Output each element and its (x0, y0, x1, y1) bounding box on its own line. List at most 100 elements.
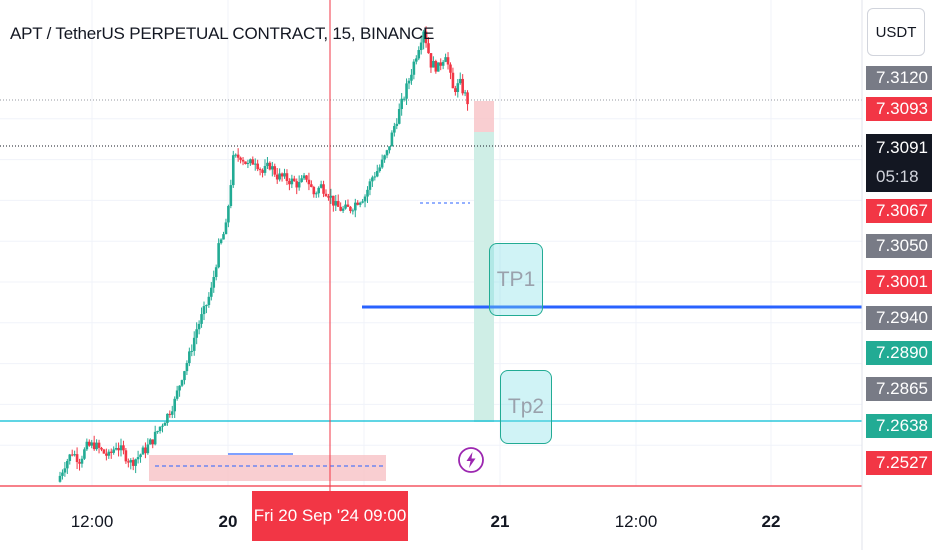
candle-body (75, 454, 79, 463)
candle-body (436, 62, 440, 72)
candle-body (188, 351, 191, 364)
candle-body (68, 454, 72, 461)
candle-body (402, 98, 406, 100)
candle-body (195, 329, 198, 338)
price-label-countdown: 05:18 (866, 162, 932, 192)
candle-body (83, 449, 86, 459)
price-label-green: 7.2890 (866, 341, 932, 365)
candle-body (156, 431, 159, 433)
candle-body (451, 72, 455, 89)
candle-body (73, 454, 76, 456)
candle-body (107, 451, 111, 456)
candle-body (278, 173, 281, 180)
candle-body (200, 314, 203, 324)
tp1-annotation[interactable]: TP1 (489, 243, 543, 316)
candle-body (148, 439, 152, 445)
time-label-21: 21 (490, 512, 510, 531)
candle-body (400, 98, 403, 110)
candle-body (417, 50, 421, 59)
candle-body (153, 431, 157, 445)
pink-range-box (149, 455, 386, 481)
candle-body (146, 444, 150, 454)
candle-body (214, 267, 218, 278)
time-label-20: 20 (218, 512, 238, 531)
candle-body (310, 184, 313, 187)
candle-body (263, 166, 267, 173)
candle-body (344, 204, 347, 209)
candle-body (258, 169, 262, 171)
candle-body (217, 243, 220, 268)
candle-body (185, 363, 189, 372)
candle-body (319, 184, 323, 188)
candle-body (346, 204, 350, 207)
candle-body (241, 159, 245, 162)
flash-icon[interactable] (457, 446, 485, 474)
candle-body (109, 451, 113, 453)
target-zone (474, 132, 494, 422)
candle-body (163, 422, 167, 426)
candle-body (205, 305, 208, 307)
price-label-red: 7.3001 (866, 270, 932, 294)
candle-body (358, 202, 362, 205)
tp2-annotation[interactable]: Tp2 (500, 370, 552, 444)
candle-body (334, 201, 338, 206)
candle-body (356, 202, 360, 205)
candle-body (256, 163, 259, 170)
candle-body (122, 445, 125, 451)
candle-body (97, 442, 101, 448)
candle-body (373, 176, 377, 178)
candle-body (380, 159, 384, 168)
candle-body (422, 31, 425, 43)
candle-body (361, 201, 364, 203)
time-label-1200: 12:00 (70, 512, 114, 531)
candle-body (317, 187, 320, 194)
candle-body (231, 155, 235, 186)
candle-body (178, 385, 181, 391)
candle-body (407, 80, 411, 84)
price-label-scale: 7.3050 (866, 234, 932, 258)
candle-body (415, 58, 418, 62)
candle-body (441, 61, 445, 66)
candle-body (202, 306, 206, 315)
candle-body (454, 88, 457, 92)
candle-body (283, 173, 286, 177)
stop-zone (474, 101, 494, 132)
price-label-red: 7.2527 (866, 451, 932, 475)
currency-button[interactable]: USDT (867, 8, 925, 56)
candle-body (166, 413, 169, 423)
candle-body (234, 154, 238, 156)
candle-body (397, 109, 401, 124)
candle-body (180, 380, 184, 386)
candle-body (249, 159, 252, 163)
candle-body (463, 92, 467, 94)
candle-body (439, 62, 443, 66)
candle-body (307, 179, 311, 185)
chart-lines (0, 0, 863, 550)
candle-body (341, 208, 345, 211)
candle-body (227, 205, 230, 223)
candle-body (312, 186, 316, 195)
candle-body (314, 193, 318, 195)
candle-body (371, 177, 374, 182)
candle-body (236, 154, 240, 158)
candle-body (70, 454, 74, 456)
candle-body (449, 64, 452, 73)
candle-body (268, 162, 272, 170)
candle-body (339, 206, 342, 211)
candle-body (405, 83, 408, 99)
candle-body (136, 457, 140, 460)
candle-body (432, 61, 435, 68)
candle-body (395, 123, 399, 127)
candle-body (383, 155, 386, 160)
candle-body (419, 42, 423, 51)
candle-body (183, 371, 186, 381)
price-label-current: 7.3091 (866, 134, 932, 162)
candle-body (368, 181, 372, 190)
candle-body (175, 390, 179, 399)
candle-body (427, 43, 430, 54)
candle-body (461, 78, 464, 94)
candle-body (158, 426, 162, 432)
candle-body (292, 178, 296, 182)
candle-body (141, 447, 145, 455)
